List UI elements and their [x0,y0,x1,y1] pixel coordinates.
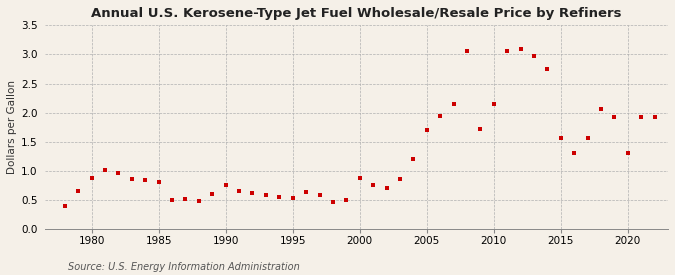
Point [556,136,566,140]
Point [234,188,244,193]
Point [314,192,325,197]
Point [140,178,151,182]
Point [261,193,271,197]
Point [73,189,84,193]
Point [515,46,526,51]
Point [153,180,164,184]
Point [194,198,205,203]
Point [502,49,512,54]
Point [489,102,500,106]
Point [649,115,660,120]
Point [569,151,580,156]
Point [354,176,365,181]
Point [113,170,124,175]
Point [368,183,379,187]
Point [381,186,392,191]
Point [220,183,231,187]
Point [126,177,137,181]
Y-axis label: Dollars per Gallon: Dollars per Gallon [7,80,17,174]
Point [448,102,459,106]
Point [86,176,97,180]
Point [274,195,285,199]
Point [59,204,70,208]
Point [167,198,178,202]
Text: Source: U.S. Energy Information Administration: Source: U.S. Energy Information Administ… [68,262,299,272]
Point [583,136,593,140]
Point [475,127,486,131]
Point [288,196,298,200]
Title: Annual U.S. Kerosene-Type Jet Fuel Wholesale/Resale Price by Refiners: Annual U.S. Kerosene-Type Jet Fuel Whole… [91,7,622,20]
Point [435,113,446,118]
Point [180,197,191,201]
Point [421,128,432,132]
Point [462,49,472,53]
Point [394,177,405,181]
Point [636,114,647,119]
Point [247,191,258,195]
Point [542,67,553,71]
Point [595,106,606,111]
Point [100,167,111,172]
Point [341,198,352,202]
Point [408,157,418,161]
Point [327,200,338,205]
Point [300,190,311,195]
Point [529,54,539,58]
Point [609,115,620,120]
Point [622,151,633,156]
Point [207,192,217,196]
